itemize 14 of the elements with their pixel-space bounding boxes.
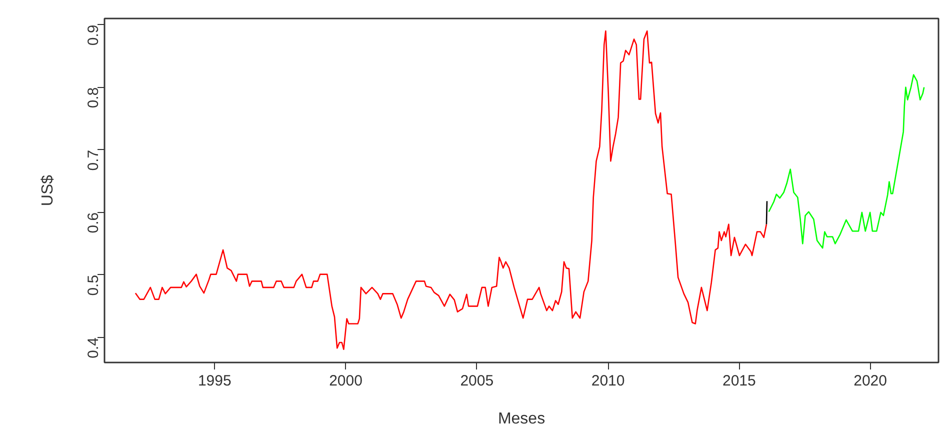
x-tick-label: 1995 (198, 372, 232, 390)
x-tick-label: 2000 (329, 372, 362, 390)
x-axis-title: Meses (498, 410, 546, 428)
y-tick-label: 0.4 (85, 337, 102, 358)
x-tick-label: 2010 (591, 372, 625, 390)
y-tick-label: 0.6 (85, 212, 102, 234)
x-tick-label: 2015 (722, 372, 756, 390)
x-tick-label: 2020 (854, 372, 887, 390)
y-tick-label: 0.7 (85, 150, 102, 171)
x-tick-label: 2005 (460, 372, 494, 390)
y-tick-label: 0.8 (85, 87, 102, 108)
y-axis-title: US$ (40, 174, 56, 206)
y-tick-label: 0.5 (85, 274, 102, 296)
y-tick-label: 0.9 (85, 24, 102, 46)
